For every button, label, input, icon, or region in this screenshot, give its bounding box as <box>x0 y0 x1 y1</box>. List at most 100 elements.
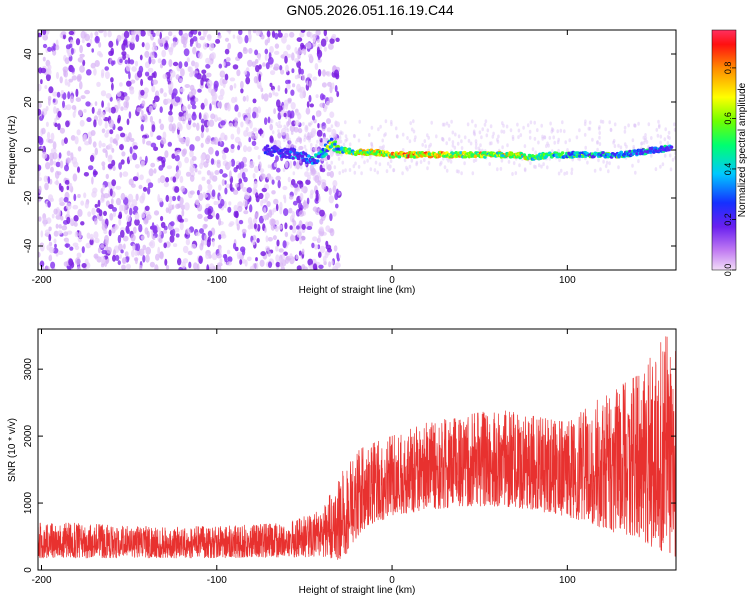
noise-point <box>117 260 122 266</box>
noise-point <box>159 31 162 40</box>
noise-point <box>74 231 79 238</box>
spread-point <box>633 123 637 128</box>
noise-point <box>159 87 164 94</box>
heatmap-marks <box>38 30 676 270</box>
noise-point <box>227 256 233 263</box>
noise-point <box>108 229 112 237</box>
spread-point <box>405 165 408 170</box>
noise-point <box>326 71 332 77</box>
noise-point <box>180 185 186 193</box>
spread-point <box>540 123 543 128</box>
spread-point <box>597 158 600 163</box>
noise-point <box>309 32 313 39</box>
noise-point <box>242 187 248 193</box>
spread-point <box>304 148 308 153</box>
spread-point <box>441 137 445 141</box>
snr-xtick-label: -200 <box>31 575 51 586</box>
noise-point <box>157 156 164 161</box>
noise-point <box>178 266 183 270</box>
noise-point <box>194 167 198 173</box>
noise-point <box>228 30 231 35</box>
noise-point <box>285 79 291 85</box>
spread-point <box>489 124 493 129</box>
spread-point <box>294 164 298 169</box>
noise-point <box>166 165 173 170</box>
noise-point <box>215 213 220 220</box>
spread-point <box>608 161 611 166</box>
noise-point <box>55 161 61 168</box>
spread-point <box>584 145 587 150</box>
noise-point <box>264 48 269 55</box>
spread-point <box>453 145 457 150</box>
spread-point <box>379 124 382 129</box>
spread-point <box>339 139 343 144</box>
noise-point <box>83 192 87 199</box>
noise-point <box>257 155 261 160</box>
noise-point <box>318 264 324 269</box>
spread-point <box>632 144 635 149</box>
noise-point <box>312 76 318 81</box>
spread-point <box>534 165 537 169</box>
spread-point <box>583 122 587 127</box>
noise-point <box>307 258 314 266</box>
spread-point <box>376 170 380 175</box>
noise-point <box>291 225 297 234</box>
noise-point <box>325 225 331 232</box>
noise-point <box>254 166 259 173</box>
noise-point <box>114 224 118 231</box>
noise-point <box>240 121 244 128</box>
spread-point <box>460 146 464 150</box>
noise-point <box>85 262 91 269</box>
spread-point <box>357 138 361 143</box>
noise-point <box>194 73 199 78</box>
spread-point <box>308 138 311 143</box>
spread-point <box>512 161 516 166</box>
spread-point <box>270 119 274 124</box>
spread-point <box>546 141 549 146</box>
noise-point <box>284 87 288 94</box>
snr-ytick-label: 2000 <box>23 425 34 448</box>
noise-point <box>201 176 206 181</box>
spread-point <box>361 154 364 159</box>
noise-point <box>128 155 133 161</box>
noise-point <box>94 203 99 208</box>
noise-point <box>299 180 304 189</box>
noise-point <box>325 240 329 247</box>
noise-point <box>184 202 190 211</box>
spread-point <box>368 133 371 137</box>
noise-point <box>185 238 191 246</box>
noise-point <box>301 223 306 230</box>
noise-point <box>200 102 205 110</box>
noise-point <box>258 73 262 83</box>
noise-point <box>78 230 82 239</box>
noise-point <box>157 246 161 255</box>
noise-point <box>132 226 137 234</box>
noise-point <box>132 152 138 161</box>
noise-point <box>120 249 124 254</box>
noise-point <box>322 69 326 77</box>
spread-point <box>297 136 301 140</box>
noise-point <box>116 34 122 42</box>
heatmap-xtick-label: -100 <box>207 275 227 286</box>
signal-point <box>269 153 274 157</box>
spread-point <box>275 122 279 126</box>
noise-point <box>50 166 54 173</box>
spread-point <box>267 164 271 169</box>
spread-point <box>389 159 393 164</box>
noise-point <box>216 253 222 259</box>
spread-point <box>485 133 489 138</box>
noise-point <box>323 30 327 37</box>
noise-point <box>291 68 295 74</box>
noise-point <box>334 121 340 128</box>
noise-point <box>46 244 51 251</box>
signal-point <box>336 144 340 149</box>
noise-point <box>134 250 138 257</box>
noise-point <box>98 140 102 149</box>
spread-point <box>443 122 446 127</box>
noise-point <box>120 106 124 112</box>
spread-point <box>659 134 663 139</box>
noise-point <box>45 73 51 82</box>
noise-point <box>134 60 139 67</box>
noise-point <box>227 42 232 50</box>
noise-point <box>332 265 338 270</box>
